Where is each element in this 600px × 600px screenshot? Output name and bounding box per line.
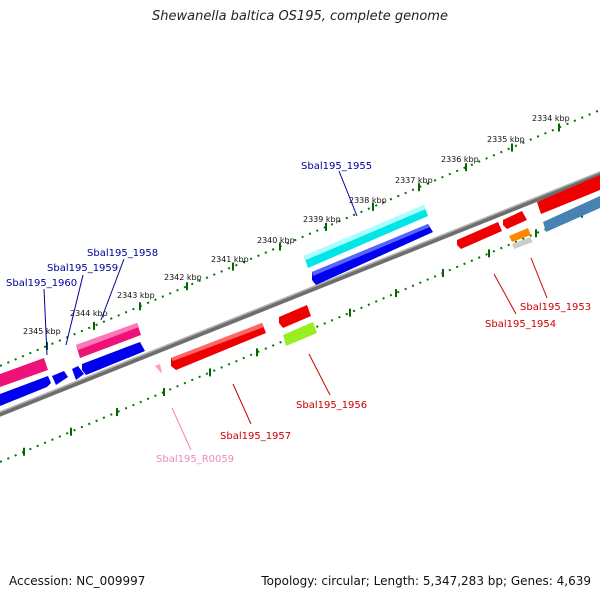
topology-summary: Topology: circular; Length: 5,347,283 bp…: [261, 574, 591, 588]
gene-label[interactable]: Sbal195_1955: [301, 161, 372, 172]
kbp-label: 2335 kbp: [487, 135, 525, 144]
gene-label[interactable]: Sbal195_1958: [87, 248, 158, 259]
gene-sbal195-1955[interactable]: [312, 224, 433, 285]
gene-sbal195-1960[interactable]: [52, 371, 68, 385]
kbp-label: 2345 kbp: [23, 327, 61, 336]
gene-label[interactable]: Sbal195_1959: [47, 263, 118, 274]
gene-label[interactable]: Sbal195_1954: [485, 319, 556, 330]
genome-backbone-highlight: [0, 171, 600, 413]
gene-highlight: [312, 224, 430, 276]
kbp-label: 2339 kbp: [303, 215, 341, 224]
genome-backbone: [0, 171, 600, 417]
leader-sbal195-1958: [100, 258, 125, 321]
kbp-label-group: 2334 kbp 2335 kbp 2336 kbp 2337 kbp 2338…: [23, 114, 570, 336]
gene-sbal195-1953-red[interactable]: [503, 211, 527, 229]
gene-label[interactable]: Sbal195_1957: [220, 431, 291, 442]
kbp-label: 2336 kbp: [441, 155, 479, 164]
kbp-label: 2343 kbp: [117, 291, 155, 300]
gene-label-group: Sbal195_1955 Sbal195_1958 Sbal195_1959 S…: [6, 161, 591, 465]
leader-sbal195-1953: [530, 257, 548, 299]
kbp-label: 2340 kbp: [257, 236, 295, 245]
kbp-label: 2338 kbp: [349, 196, 387, 205]
leader-sbal195-1956: [308, 353, 331, 396]
genome-title: Shewanella baltica OS195, complete genom…: [152, 9, 448, 24]
gene-small-blue[interactable]: [72, 366, 84, 380]
gene-highlight: [304, 205, 426, 260]
gene-sbal195-1953[interactable]: [509, 228, 531, 242]
gene-sbal195-1956[interactable]: [283, 322, 317, 346]
leader-sbal195-1960: [43, 288, 48, 356]
gene-label[interactable]: Sbal195_1956: [296, 400, 367, 411]
gene-blue-left[interactable]: [0, 376, 51, 406]
kbp-label: 2344 kbp: [70, 309, 108, 318]
leader-sbal195-1955: [338, 170, 358, 217]
gene-gray-small[interactable]: [512, 237, 533, 249]
leader-sbal195-1957: [232, 383, 252, 425]
leader-sbal195-r0059: [171, 407, 192, 451]
gene-highlight: [76, 323, 139, 350]
kbp-label: 2341 kbp: [211, 255, 249, 264]
gene-label[interactable]: Sbal195_R0059: [156, 454, 234, 465]
gene-label[interactable]: Sbal195_1953: [520, 302, 591, 313]
forward-genes: [0, 175, 600, 406]
kbp-label: 2334 kbp: [532, 114, 570, 123]
label-leaders: [43, 170, 548, 451]
gene-label[interactable]: Sbal195_1960: [6, 278, 77, 289]
gene-sbal195-r0059[interactable]: [155, 364, 162, 374]
gene-red-right-top[interactable]: [537, 175, 600, 214]
gene-sbal195-1956-red[interactable]: [279, 305, 311, 328]
kbp-label: 2337 kbp: [395, 176, 433, 185]
kbp-label: 2342 kbp: [164, 273, 202, 282]
gene-sbal195-1959[interactable]: [82, 342, 145, 375]
gene-sbal195-1954[interactable]: [457, 222, 502, 249]
accession-text: Accession: NC_009997: [9, 574, 146, 588]
leader-sbal195-1954: [493, 273, 517, 315]
gene-highlight: [171, 323, 264, 361]
gene-magenta-left[interactable]: [0, 358, 48, 387]
leader-sbal195-1959: [65, 274, 84, 346]
reverse-genes: [155, 211, 533, 374]
gene-steelblue-right[interactable]: [543, 196, 600, 232]
